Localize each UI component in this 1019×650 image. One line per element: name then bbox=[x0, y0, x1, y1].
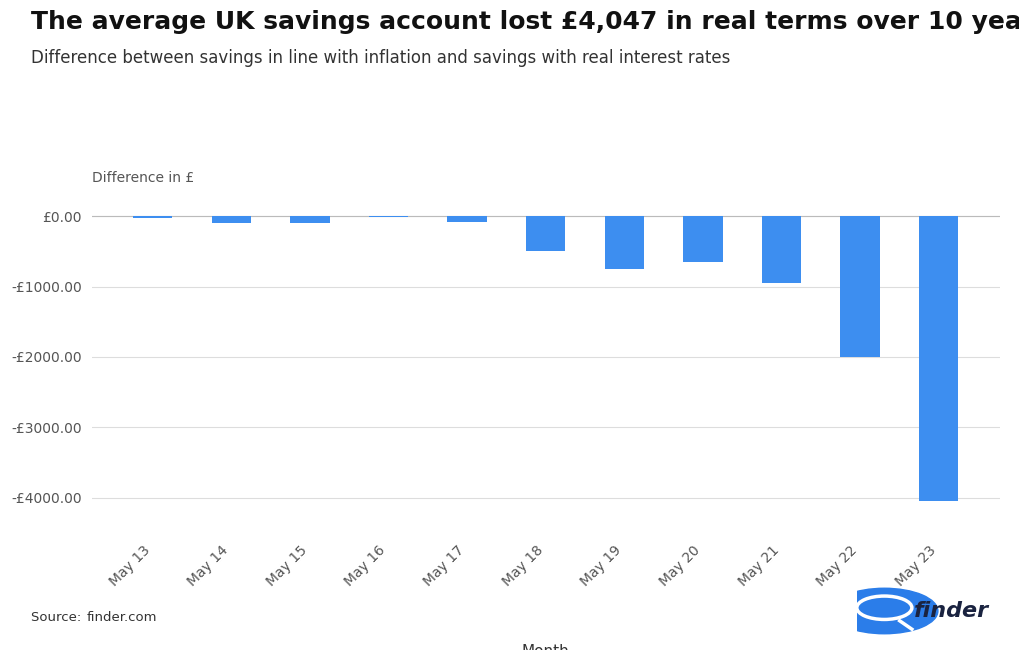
Text: The average UK savings account lost £4,047 in real terms over 10 years: The average UK savings account lost £4,0… bbox=[31, 10, 1019, 34]
Bar bbox=[604, 216, 643, 269]
Bar bbox=[526, 216, 565, 252]
Bar bbox=[447, 216, 486, 222]
Text: Difference in £: Difference in £ bbox=[92, 171, 194, 185]
X-axis label: Month: Month bbox=[522, 644, 569, 650]
Bar bbox=[761, 216, 800, 283]
Bar bbox=[212, 216, 251, 223]
Bar bbox=[918, 216, 958, 501]
Bar bbox=[132, 216, 172, 218]
Bar bbox=[683, 216, 721, 262]
Bar bbox=[369, 216, 408, 217]
Text: finder.com: finder.com bbox=[87, 611, 157, 624]
Text: Source:: Source: bbox=[31, 611, 85, 624]
Circle shape bbox=[829, 588, 937, 634]
Bar bbox=[840, 216, 878, 357]
Text: Difference between savings in line with inflation and savings with real interest: Difference between savings in line with … bbox=[31, 49, 730, 67]
Text: finder: finder bbox=[913, 601, 988, 621]
Bar bbox=[290, 216, 329, 223]
